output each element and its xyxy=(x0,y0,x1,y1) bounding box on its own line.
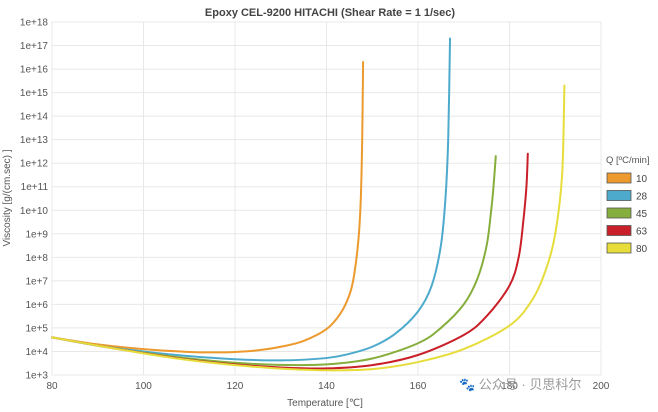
series-layer xyxy=(51,37,566,372)
x-tick-label: 180 xyxy=(501,381,518,392)
legend-swatch-63 xyxy=(606,225,632,236)
legend-swatch-45 xyxy=(606,207,632,219)
legend-label-45: 45 xyxy=(636,209,648,220)
y-tick-label: 1e+3 xyxy=(25,371,48,382)
legend: Q [ºC/min] 10 28 45 63 80 xyxy=(606,155,650,255)
chart-title: Epoxy CEL-9200 HITACHI (Shear Rate = 1 1… xyxy=(205,7,455,19)
x-tick-label: 80 xyxy=(46,381,58,392)
y-tick-label: 1e+16 xyxy=(20,65,49,76)
x-tick-label: 100 xyxy=(135,381,152,392)
y-tick-label: 1e+14 xyxy=(20,112,49,123)
y-tick-label: 1e+15 xyxy=(20,88,49,99)
grid xyxy=(51,21,602,376)
x-tick-label: 120 xyxy=(227,381,244,392)
axes: 1e+3 1e+4 1e+5 1e+6 1e+7 1e+8 1e+9 1e+10 1e+11 1e… xyxy=(20,18,610,393)
y-tick-label: 1e+6 xyxy=(25,300,48,311)
legend-label-28: 28 xyxy=(636,192,648,203)
y-tick-label: 1e+17 xyxy=(20,41,49,52)
y-axis-label: Viscosity [g/(cm.sec) ] xyxy=(2,149,13,246)
y-tick-label: 1e+13 xyxy=(20,135,49,146)
y-tick-label: 1e+9 xyxy=(25,229,48,240)
legend-title: Q [ºC/min] xyxy=(606,155,650,166)
y-tick-label: 1e+8 xyxy=(25,253,48,264)
x-tick-label: 200 xyxy=(593,381,610,392)
x-axis-label: Temperature [℃] xyxy=(287,398,363,409)
legend-swatch-80 xyxy=(606,242,632,254)
series-line-10 xyxy=(51,61,365,354)
y-tick-label: 1e+18 xyxy=(20,18,49,29)
legend-swatch-28 xyxy=(606,190,632,201)
legend-label-10: 10 xyxy=(636,174,648,185)
x-tick-label: 160 xyxy=(410,381,427,392)
legend-label-80: 80 xyxy=(636,244,648,255)
series-line-80 xyxy=(51,84,566,372)
series-line-28 xyxy=(51,37,452,362)
x-tick-label: 140 xyxy=(318,381,335,392)
y-tick-label: 1e+11 xyxy=(21,182,49,193)
y-tick-label: 1e+4 xyxy=(25,347,48,358)
y-tick-label: 1e+7 xyxy=(25,276,48,287)
legend-label-63: 63 xyxy=(636,227,648,238)
watermark: 🐾 公众号 · 贝思科尔 xyxy=(459,377,581,392)
y-tick-label: 1e+12 xyxy=(20,159,49,170)
y-tick-label: 1e+5 xyxy=(25,323,48,334)
y-tick-label: 1e+10 xyxy=(20,206,49,217)
legend-swatch-10 xyxy=(606,172,632,184)
